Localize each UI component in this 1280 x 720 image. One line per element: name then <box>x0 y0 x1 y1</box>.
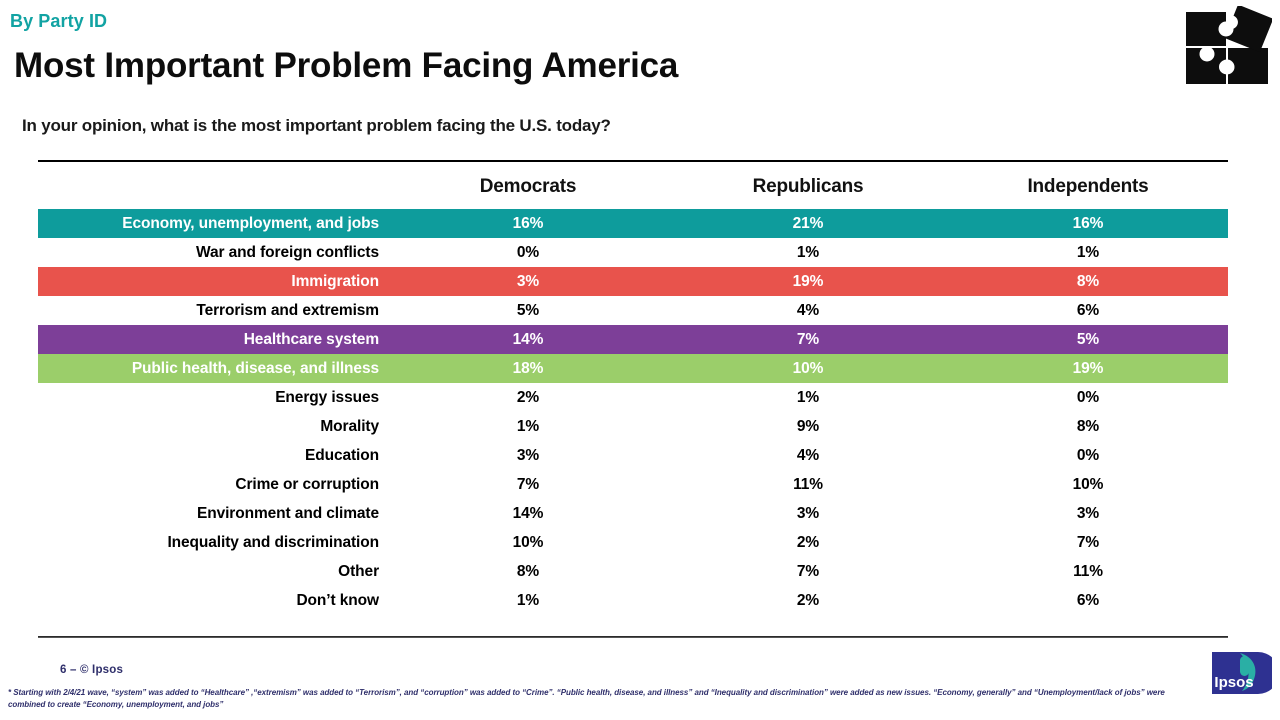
value-democrats: 0% <box>516 243 540 261</box>
table-row: Don’t know 1% 2% 6% <box>38 586 1228 615</box>
value-democrats: 2% <box>516 388 540 406</box>
value-democrats: 7% <box>516 475 540 493</box>
slide-eyebrow: By Party ID <box>10 11 108 31</box>
value-democrats: 8% <box>516 562 540 580</box>
value-democrats: 10% <box>512 533 544 551</box>
value-independents: 6% <box>1076 591 1100 609</box>
value-independents: 19% <box>1072 359 1104 377</box>
issue-label: Inequality and discrimination <box>167 533 379 551</box>
value-independents: 1% <box>1076 243 1100 261</box>
value-independents: 5% <box>1076 330 1100 348</box>
value-democrats: 1% <box>516 417 540 435</box>
svg-text:Ipsos: Ipsos <box>1214 674 1253 691</box>
results-table: Democrats Republicans Independents Econo… <box>38 162 1228 615</box>
issue-label: Morality <box>320 417 379 435</box>
value-democrats: 3% <box>516 446 540 464</box>
column-header-independents: Independents <box>1027 176 1149 197</box>
value-independents: 7% <box>1076 533 1100 551</box>
value-republicans: 7% <box>796 562 820 580</box>
table-body: Economy, unemployment, and jobs 16% 21% 16%… <box>38 209 1228 615</box>
ipsos-logo: Ipsos <box>1210 650 1279 696</box>
table-row: Energy issues 2% 1% 0% <box>38 383 1228 412</box>
table-row: Other 8% 7% 11% <box>38 557 1228 586</box>
issue-label: Other <box>338 562 379 580</box>
value-independents: 3% <box>1076 504 1100 522</box>
slide-subtitle: In your opinion, what is the most import… <box>22 116 611 135</box>
value-republicans: 4% <box>796 301 820 319</box>
issue-label: Terrorism and extremism <box>196 301 379 319</box>
value-republicans: 10% <box>792 359 824 377</box>
table-row: Terrorism and extremism 5% 4% 6% <box>38 296 1228 325</box>
issue-label: War and foreign conflicts <box>196 243 379 261</box>
column-header-democrats: Democrats <box>479 176 577 197</box>
value-independents: 8% <box>1076 417 1100 435</box>
table-row: Economy, unemployment, and jobs 16% 21% 16% <box>38 209 1228 238</box>
value-independents: 8% <box>1076 272 1100 290</box>
table-row: Environment and climate 14% 3% 3% <box>38 499 1228 528</box>
table-row: Healthcare system 14% 7% 5% <box>38 325 1228 354</box>
value-independents: 11% <box>1073 562 1103 580</box>
value-republicans: 2% <box>796 533 820 551</box>
table-bottom-rule <box>38 636 1228 638</box>
value-independents: 0% <box>1076 446 1100 464</box>
column-header-republicans: Republicans <box>752 176 864 197</box>
value-republicans: 1% <box>796 243 820 261</box>
column-header-issue <box>38 162 388 209</box>
page-title: Most Important Problem Facing America <box>14 46 679 85</box>
issue-label: Education <box>304 446 379 464</box>
value-democrats: 16% <box>512 214 544 232</box>
issue-label: Environment and climate <box>196 504 379 522</box>
page-credit: 6 – © Ipsos <box>60 664 124 676</box>
value-democrats: 5% <box>516 301 540 319</box>
issue-label: Immigration <box>291 272 379 290</box>
value-independents: 16% <box>1072 214 1104 232</box>
table-header: Democrats Republicans Independents <box>38 162 1228 209</box>
table-header-row: Democrats Republicans Independents <box>38 162 1228 209</box>
issue-label: Healthcare system <box>243 330 379 348</box>
value-republicans: 21% <box>792 214 824 232</box>
issue-label: Economy, unemployment, and jobs <box>122 214 379 232</box>
value-republicans: 9% <box>796 417 820 435</box>
table-top-rule <box>38 160 1228 162</box>
value-democrats: 14% <box>512 330 544 348</box>
value-democrats: 3% <box>516 272 540 290</box>
issue-label: Don’t know <box>296 591 379 609</box>
value-republicans: 3% <box>796 504 820 522</box>
value-independents: 10% <box>1072 475 1104 493</box>
results-table-container: Democrats Republicans Independents Econo… <box>38 160 1228 615</box>
value-republicans: 11% <box>793 475 823 493</box>
table-row: Crime or corruption 7% 11% 10% <box>38 470 1228 499</box>
table-row: Morality 1% 9% 8% <box>38 412 1228 441</box>
value-republicans: 7% <box>796 330 820 348</box>
issue-label: Public health, disease, and illness <box>131 359 379 377</box>
value-democrats: 18% <box>512 359 544 377</box>
value-republicans: 4% <box>796 446 820 464</box>
value-republicans: 1% <box>796 388 820 406</box>
value-independents: 0% <box>1076 388 1100 406</box>
table-row: Public health, disease, and illness 18% 10… <box>38 354 1228 383</box>
issue-label: Energy issues <box>275 388 379 406</box>
table-row: War and foreign conflicts 0% 1% 1% <box>38 238 1228 267</box>
footnote: * Starting with 2/4/21 wave, “system” wa… <box>8 688 1165 709</box>
puzzle-pieces-logo <box>1178 4 1274 86</box>
table-row: Education 3% 4% 0% <box>38 441 1228 470</box>
value-independents: 6% <box>1076 301 1100 319</box>
value-democrats: 1% <box>516 591 540 609</box>
value-republicans: 19% <box>792 272 824 290</box>
issue-label: Crime or corruption <box>235 475 379 493</box>
table-row: Immigration 3% 19% 8% <box>38 267 1228 296</box>
table-row: Inequality and discrimination 10% 2% 7% <box>38 528 1228 557</box>
value-democrats: 14% <box>512 504 544 522</box>
value-republicans: 2% <box>796 591 820 609</box>
